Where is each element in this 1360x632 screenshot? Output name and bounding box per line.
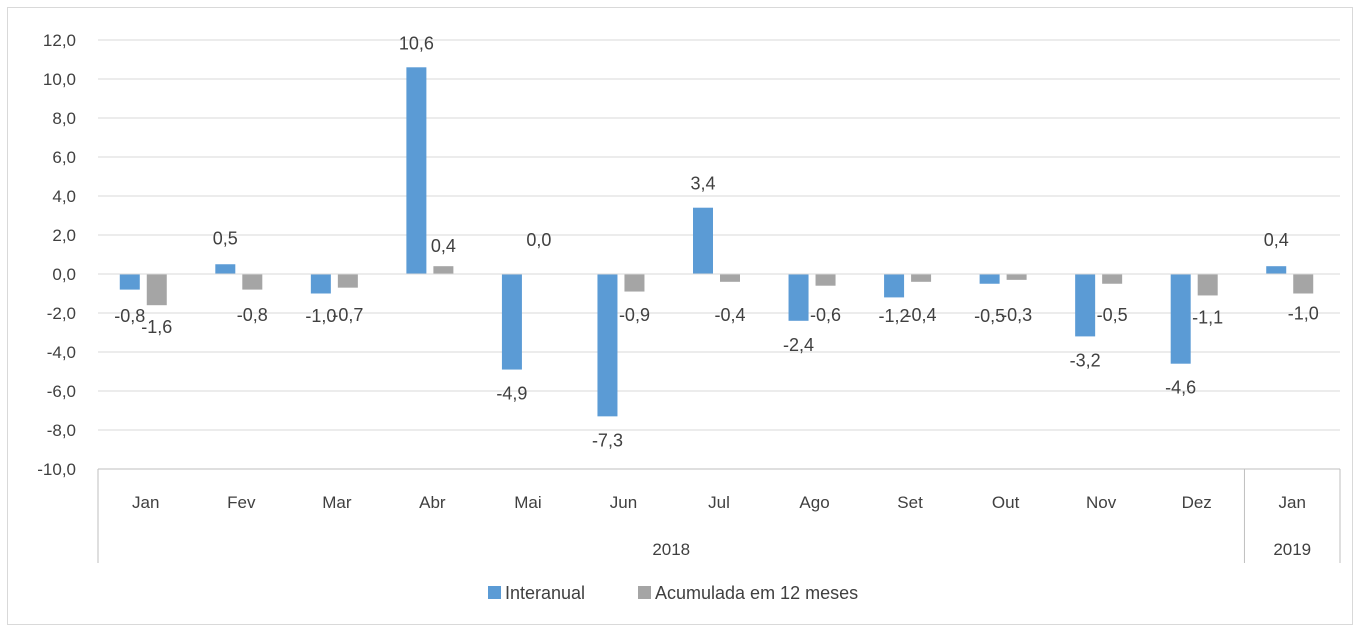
data-label: 0,4 xyxy=(1264,230,1289,250)
bar-interanual xyxy=(597,274,618,417)
y-tick-label: -2,0 xyxy=(47,304,76,323)
data-label: 10,6 xyxy=(399,33,434,53)
data-label: 3,4 xyxy=(690,174,715,194)
data-label: -3,2 xyxy=(1070,350,1101,370)
legend-swatch-acumulada xyxy=(638,586,651,599)
data-label: -4,6 xyxy=(1165,378,1196,398)
bar-interanual xyxy=(979,274,1000,284)
data-label: 0,5 xyxy=(213,228,238,248)
x-group-label: 2018 xyxy=(652,540,690,559)
gridlines xyxy=(98,39,1340,431)
data-label: -1,2 xyxy=(879,306,910,326)
bar-interanual xyxy=(788,274,809,321)
bar-acumulada xyxy=(1102,274,1123,284)
x-tick-label: Jan xyxy=(1279,493,1306,512)
data-label: 0,0 xyxy=(526,230,551,250)
data-label: -0,8 xyxy=(237,305,268,325)
bar-acumulada xyxy=(624,274,645,292)
data-label: -0,9 xyxy=(619,305,650,325)
y-tick-label: -6,0 xyxy=(47,382,76,401)
legend-swatch-interanual xyxy=(488,586,501,599)
data-label: -2,4 xyxy=(783,335,814,355)
x-tick-label: Abr xyxy=(419,493,446,512)
bar-interanual xyxy=(406,67,427,274)
bar-acumulada xyxy=(1006,274,1027,280)
bar-interanual xyxy=(215,264,236,274)
x-tick-label: Nov xyxy=(1086,493,1117,512)
bar-acumulada xyxy=(242,274,263,290)
data-label: -0,5 xyxy=(974,306,1005,326)
data-label: -1,0 xyxy=(1288,304,1319,324)
bar-acumulada xyxy=(720,274,740,282)
data-label: -7,3 xyxy=(592,430,623,450)
x-tick-label: Mar xyxy=(322,493,352,512)
y-tick-label: -4,0 xyxy=(47,343,76,362)
bar-interanual xyxy=(501,274,522,370)
bar-interanual xyxy=(1075,274,1096,337)
data-label: -0,4 xyxy=(714,305,745,325)
data-label: 0,4 xyxy=(431,236,456,256)
legend-label: Interanual xyxy=(505,583,585,603)
bar-acumulada xyxy=(337,274,358,288)
x-tick-label: Jun xyxy=(610,493,637,512)
y-tick-label: 0,0 xyxy=(52,265,76,284)
x-tick-label: Fev xyxy=(227,493,256,512)
data-label: -0,6 xyxy=(810,305,841,325)
bar-acumulada xyxy=(911,274,932,282)
data-label: -4,9 xyxy=(496,384,527,404)
data-label: -0,5 xyxy=(1097,305,1128,325)
legend: Interanual Acumulada em 12 meses xyxy=(488,583,858,603)
chart-frame xyxy=(7,7,1353,625)
bar-acumulada xyxy=(433,266,454,274)
data-label: -0,4 xyxy=(906,305,937,325)
bar-interanual xyxy=(884,274,905,298)
x-tick-label: Dez xyxy=(1182,493,1212,512)
x-tick-label: Set xyxy=(897,493,923,512)
x-tick-label: Out xyxy=(992,493,1020,512)
x-tick-label: Jan xyxy=(132,493,159,512)
bar-interanual xyxy=(310,274,331,294)
bar-acumulada xyxy=(1197,274,1218,296)
y-tick-label: 2,0 xyxy=(52,226,76,245)
x-tick-label: Ago xyxy=(799,493,829,512)
bar-interanual xyxy=(693,207,713,274)
data-label: -0,8 xyxy=(114,306,145,326)
data-labels: -0,8 0,5 -1,0 10,6 -4,9 -7,3 3,4 -2,4 -1,2 -0,5 -3… xyxy=(114,33,1318,450)
axes: 12,0 10,0 8,0 6,0 4,0 2,0 0,0 -2,0 -4,0 -6,0 -8,0 -… xyxy=(37,31,1341,563)
bar-interanual xyxy=(1170,274,1191,364)
legend-label: Acumulada em 12 meses xyxy=(655,583,858,603)
y-tick-label: 6,0 xyxy=(52,148,76,167)
data-label: -0,3 xyxy=(1001,305,1032,325)
bar-acumulada xyxy=(146,274,167,306)
bar-acumulada xyxy=(815,274,836,286)
x-group-label: 2019 xyxy=(1273,540,1311,559)
data-label: -1,6 xyxy=(141,317,172,337)
y-tick-label: 10,0 xyxy=(43,70,76,89)
bar-acumulada xyxy=(1293,274,1314,294)
data-label: -0,7 xyxy=(332,305,363,325)
bar-interanual xyxy=(119,274,140,290)
data-label: -1,0 xyxy=(305,306,336,326)
bars xyxy=(119,67,1314,417)
bar-interanual xyxy=(1266,266,1287,274)
y-tick-label: 8,0 xyxy=(52,109,76,128)
y-tick-label: -8,0 xyxy=(47,421,76,440)
x-tick-label: Mai xyxy=(514,493,541,512)
data-label: -1,1 xyxy=(1192,307,1223,327)
y-tick-label: 12,0 xyxy=(43,31,76,50)
y-tick-label: 4,0 xyxy=(52,187,76,206)
y-tick-label: -10,0 xyxy=(37,460,76,479)
x-tick-label: Jul xyxy=(708,493,730,512)
